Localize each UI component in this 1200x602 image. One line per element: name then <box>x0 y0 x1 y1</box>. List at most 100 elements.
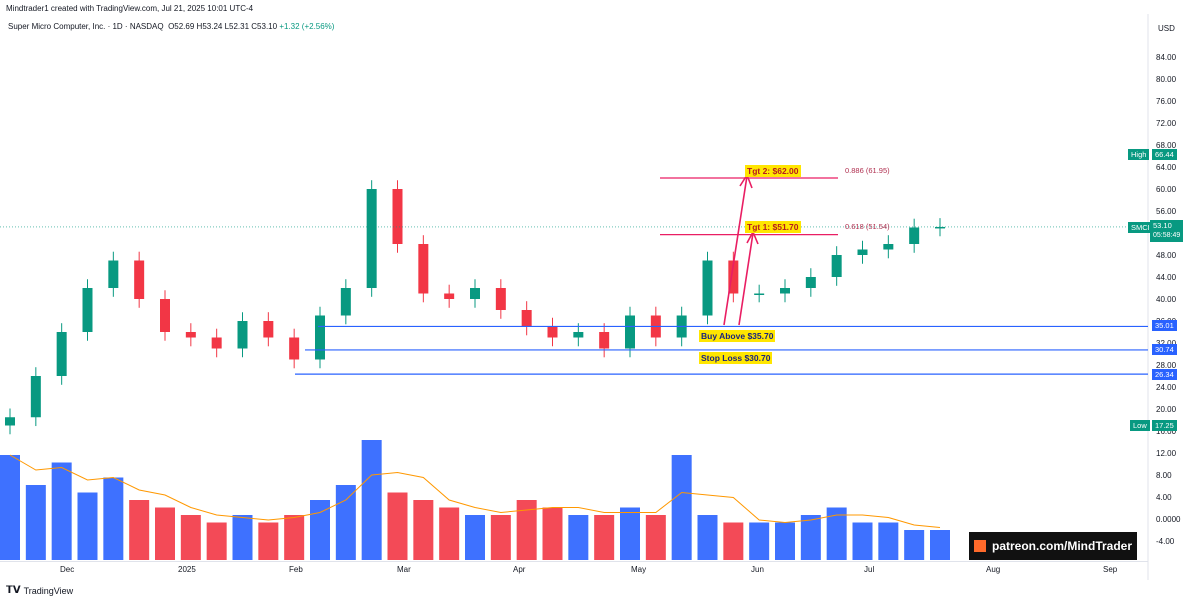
candle-body <box>56 332 67 376</box>
price-tick-label: 44.00 <box>1156 273 1177 282</box>
target-1-label[interactable]: Tgt 1: $51.70 <box>745 221 801 233</box>
buy-above-label[interactable]: Buy Above $35.70 <box>699 330 776 342</box>
volume-bar <box>413 500 434 560</box>
candle-body <box>754 293 765 295</box>
candle-body <box>30 376 41 418</box>
volume-bar <box>180 515 201 560</box>
price-tick-label: 24.00 <box>1156 383 1177 392</box>
time-tick-label: Sep <box>1103 565 1118 574</box>
price-tick-label: 60.00 <box>1156 185 1177 194</box>
time-tick-label: 2025 <box>178 565 196 574</box>
fib-886-label: 0.886 (61.95) <box>845 166 890 175</box>
volume-bar <box>155 507 175 560</box>
volume-bar <box>671 455 692 560</box>
ohlc-change: +1.32 (+2.56%) <box>279 22 335 31</box>
volume-bar <box>645 515 666 560</box>
fib-618-label: 0.618 (51.54) <box>845 222 890 231</box>
candle-body <box>211 337 222 349</box>
support-levels[interactable] <box>295 325 1148 375</box>
candle-body <box>909 227 920 244</box>
ohlc-low: L52.31 <box>224 22 250 31</box>
candle-body <box>780 288 790 294</box>
stop-loss-label[interactable]: Stop Loss $30.70 <box>699 352 773 364</box>
candle-body <box>134 260 145 299</box>
volume-bar <box>51 462 72 560</box>
arrow-to-tgt1[interactable] <box>738 230 759 326</box>
candle-body <box>857 249 868 255</box>
volume-bar <box>361 440 382 560</box>
candlesticks <box>5 180 945 435</box>
volume-bar <box>749 522 770 560</box>
time-axis-divider <box>0 561 1148 562</box>
price-tick-label: 28.00 <box>1156 361 1177 370</box>
candle-body <box>237 321 248 349</box>
high-tag-label: High <box>1128 149 1150 160</box>
candle-body <box>625 315 635 349</box>
volume-bar <box>516 500 537 560</box>
volume-bar <box>284 515 305 560</box>
volume-bar <box>465 515 485 560</box>
candle-body <box>547 326 558 338</box>
time-tick-label: Mar <box>397 565 411 574</box>
volume-bar <box>930 530 950 560</box>
patreon-banner[interactable]: patreon.com/MindTrader <box>969 532 1137 560</box>
time-tick-label: Apr <box>513 565 526 574</box>
target-2-label[interactable]: Tgt 2: $62.00 <box>745 165 801 177</box>
volume-bar <box>620 507 640 560</box>
volume-bar <box>77 492 98 560</box>
price-tick-label: 40.00 <box>1156 295 1177 304</box>
ohlc-close: C53.10 <box>251 22 278 31</box>
last-price-tag: 53.10 05:58:49 <box>1150 220 1184 242</box>
time-axis[interactable]: Dec 2025 Feb Mar Apr May Jun Jul Aug Sep <box>60 565 1118 574</box>
price-tick-label: 80.00 <box>1156 75 1177 84</box>
time-tick-label: Aug <box>986 565 1000 574</box>
symbol-tag: SMCI <box>1128 222 1153 233</box>
time-tick-label: Jul <box>864 565 874 574</box>
level-35-tag: 35.01 <box>1152 320 1177 331</box>
chart-creator-line: Mindtrader1 created with TradingView.com… <box>6 4 254 13</box>
price-tick-label: 20.00 <box>1156 405 1177 414</box>
price-tick-label: 12.00 <box>1156 449 1177 458</box>
patreon-icon <box>973 540 986 552</box>
volume-bar <box>775 522 795 560</box>
candle-body <box>315 315 325 360</box>
volume-bar <box>800 515 821 560</box>
volume-bars <box>0 440 950 560</box>
volume-bar <box>232 515 253 560</box>
symbol-title[interactable]: Super Micro Computer, Inc. · 1D · NASDAQ <box>8 22 164 31</box>
high-tag-value: 66.44 <box>1152 149 1177 160</box>
candle-body <box>82 288 93 332</box>
price-axis[interactable]: 84.00 80.00 76.00 72.00 68.00 64.00 60.00 56.00… <box>1156 53 1181 546</box>
time-tick-label: Jun <box>751 565 764 574</box>
volume-bar <box>0 455 20 560</box>
volume-bar <box>387 492 408 560</box>
time-tick-label: Feb <box>289 565 303 574</box>
price-tick-label: 68.00 <box>1156 141 1177 150</box>
last-price-value: 53.10 <box>1153 221 1172 230</box>
low-tag-label: Low <box>1130 420 1150 431</box>
candle-body <box>831 255 842 277</box>
volume-bar <box>439 507 460 560</box>
candle-body <box>728 260 739 294</box>
candle-body <box>366 189 377 288</box>
candle-body <box>444 293 455 299</box>
candle-body <box>185 332 196 338</box>
price-tick-label: 8.00 <box>1156 471 1172 480</box>
arrow-to-tgt2[interactable] <box>723 173 753 326</box>
volume-bar <box>103 477 124 560</box>
countdown-value: 05:58:49 <box>1153 232 1181 239</box>
candle-body <box>935 226 945 229</box>
tradingview-logo[interactable]: 𝗧𝗩 TradingView <box>6 585 73 596</box>
candle-body <box>160 299 170 332</box>
price-tick-label: -4.00 <box>1156 537 1175 546</box>
price-tick-label: 76.00 <box>1156 97 1177 106</box>
candle-body <box>573 332 584 338</box>
price-tick-label: 84.00 <box>1156 53 1177 62</box>
candle-body <box>263 321 274 338</box>
candle-body <box>5 417 15 426</box>
tradingview-logo-text: TradingView <box>23 585 74 596</box>
symbol-info-line: Super Micro Computer, Inc. · 1D · NASDAQ… <box>8 22 334 31</box>
volume-bar <box>25 485 46 560</box>
volume-bar <box>129 500 150 560</box>
